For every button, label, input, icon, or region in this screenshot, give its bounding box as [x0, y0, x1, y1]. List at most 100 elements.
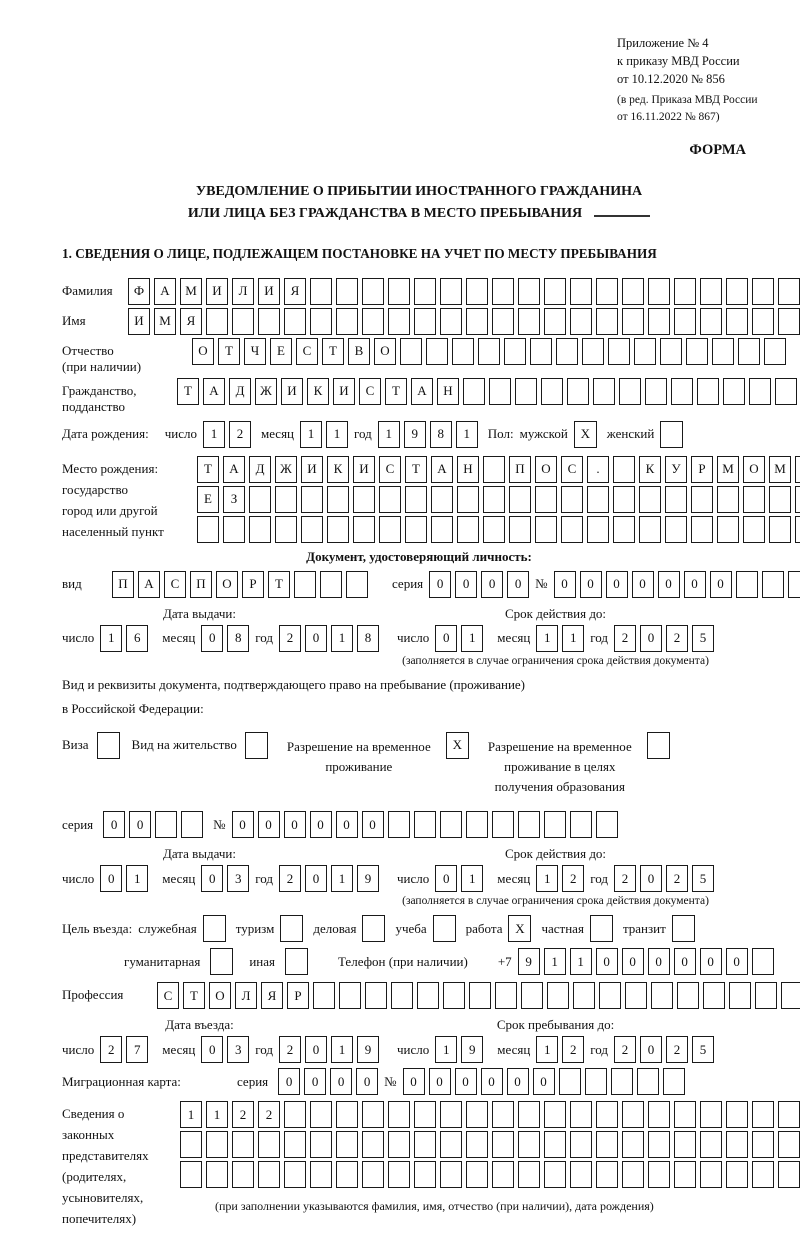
char-cell[interactable]: Е	[197, 485, 219, 513]
char-cell[interactable]: 0	[455, 570, 478, 598]
char-cell[interactable]	[752, 1101, 774, 1129]
char-cell[interactable]: 1	[206, 1101, 228, 1129]
purpose-official-checkbox[interactable]	[202, 915, 226, 943]
char-cell[interactable]	[648, 1161, 670, 1189]
char-cell[interactable]: Ж	[275, 455, 297, 483]
char-cell[interactable]	[570, 1131, 592, 1159]
char-cell[interactable]	[622, 1131, 644, 1159]
char-cell[interactable]	[414, 1131, 436, 1159]
char-cell[interactable]	[639, 515, 661, 543]
char-cell[interactable]	[648, 277, 670, 305]
char-cell[interactable]: 1	[536, 624, 559, 652]
char-cell[interactable]: 2	[562, 865, 585, 893]
char-cell[interactable]: З	[223, 485, 245, 513]
char-cell[interactable]	[362, 307, 384, 335]
char-cell[interactable]	[362, 277, 384, 305]
char-cell[interactable]: П	[190, 570, 212, 598]
char-cell[interactable]	[634, 337, 656, 365]
char-cell[interactable]	[544, 277, 566, 305]
char-cell[interactable]: 0	[330, 1068, 353, 1096]
char-cell[interactable]: 1	[435, 1036, 458, 1064]
char-cell[interactable]: 7	[126, 1036, 149, 1064]
char-cell[interactable]	[738, 337, 760, 365]
char-cell[interactable]: С	[359, 377, 381, 405]
char-cell[interactable]	[665, 485, 687, 513]
char-cell[interactable]: 9	[403, 420, 426, 448]
char-cell[interactable]	[573, 982, 595, 1010]
char-cell[interactable]	[726, 1161, 748, 1189]
purpose-work-checkbox[interactable]: X	[508, 915, 532, 943]
char-cell[interactable]	[463, 377, 485, 405]
char-cell[interactable]	[414, 307, 436, 335]
char-cell[interactable]: 5	[692, 865, 715, 893]
char-cell[interactable]	[457, 515, 479, 543]
char-cell[interactable]	[582, 337, 604, 365]
char-cell[interactable]	[327, 515, 349, 543]
char-cell[interactable]: 0	[283, 811, 306, 839]
char-cell[interactable]	[249, 485, 271, 513]
char-cell[interactable]: 1	[562, 624, 585, 652]
char-cell[interactable]: П	[509, 455, 531, 483]
char-cell[interactable]: 0	[335, 811, 358, 839]
char-cell[interactable]	[465, 811, 488, 839]
char-cell[interactable]	[660, 337, 682, 365]
char-cell[interactable]: 5	[692, 1036, 715, 1064]
char-cell[interactable]	[275, 515, 297, 543]
char-cell[interactable]	[336, 1161, 358, 1189]
char-cell[interactable]: 0	[480, 1068, 503, 1096]
char-cell[interactable]: 0	[532, 1068, 555, 1096]
char-cell[interactable]: 0	[305, 624, 328, 652]
char-cell[interactable]	[778, 1161, 800, 1189]
char-cell[interactable]	[440, 1161, 462, 1189]
char-cell[interactable]: А	[203, 377, 225, 405]
char-cell[interactable]	[743, 515, 765, 543]
char-cell[interactable]: Т	[197, 455, 219, 483]
char-cell[interactable]: 0	[699, 948, 722, 976]
char-cell[interactable]	[723, 377, 745, 405]
char-cell[interactable]: 0	[309, 811, 332, 839]
char-cell[interactable]: 2	[228, 420, 251, 448]
char-cell[interactable]: Т	[183, 982, 205, 1010]
char-cell[interactable]: 3	[227, 865, 250, 893]
char-cell[interactable]	[567, 377, 589, 405]
char-cell[interactable]: Б	[795, 455, 800, 483]
char-cell[interactable]	[697, 377, 719, 405]
char-cell[interactable]: Т	[405, 455, 427, 483]
char-cell[interactable]: С	[296, 337, 318, 365]
char-cell[interactable]: .	[587, 455, 609, 483]
char-cell[interactable]: 0	[621, 948, 644, 976]
char-cell[interactable]: 1	[180, 1101, 202, 1129]
char-cell[interactable]: Л	[235, 982, 257, 1010]
char-cell[interactable]	[587, 485, 609, 513]
char-cell[interactable]	[417, 982, 439, 1010]
char-cell[interactable]: О	[743, 455, 765, 483]
char-cell[interactable]	[400, 337, 422, 365]
char-cell[interactable]	[387, 811, 410, 839]
char-cell[interactable]: У	[665, 455, 687, 483]
char-cell[interactable]: Т	[177, 377, 199, 405]
char-cell[interactable]	[509, 485, 531, 513]
char-cell[interactable]	[608, 337, 630, 365]
char-cell[interactable]	[700, 307, 722, 335]
char-cell[interactable]: 0	[640, 624, 663, 652]
char-cell[interactable]	[674, 1101, 696, 1129]
char-cell[interactable]: 0	[553, 570, 576, 598]
char-cell[interactable]	[778, 1101, 800, 1129]
char-cell[interactable]	[362, 1101, 384, 1129]
char-cell[interactable]: Ф	[128, 277, 150, 305]
char-cell[interactable]	[518, 277, 540, 305]
char-cell[interactable]	[674, 277, 696, 305]
char-cell[interactable]: 9	[517, 948, 540, 976]
char-cell[interactable]: 0	[231, 811, 254, 839]
char-cell[interactable]	[388, 1131, 410, 1159]
char-cell[interactable]: 1	[202, 420, 225, 448]
char-cell[interactable]	[544, 1101, 566, 1129]
char-cell[interactable]	[336, 1131, 358, 1159]
char-cell[interactable]	[595, 811, 618, 839]
char-cell[interactable]	[483, 455, 505, 483]
char-cell[interactable]: 0	[481, 570, 504, 598]
char-cell[interactable]	[613, 485, 635, 513]
char-cell[interactable]: С	[561, 455, 583, 483]
char-cell[interactable]	[466, 277, 488, 305]
char-cell[interactable]	[593, 377, 615, 405]
